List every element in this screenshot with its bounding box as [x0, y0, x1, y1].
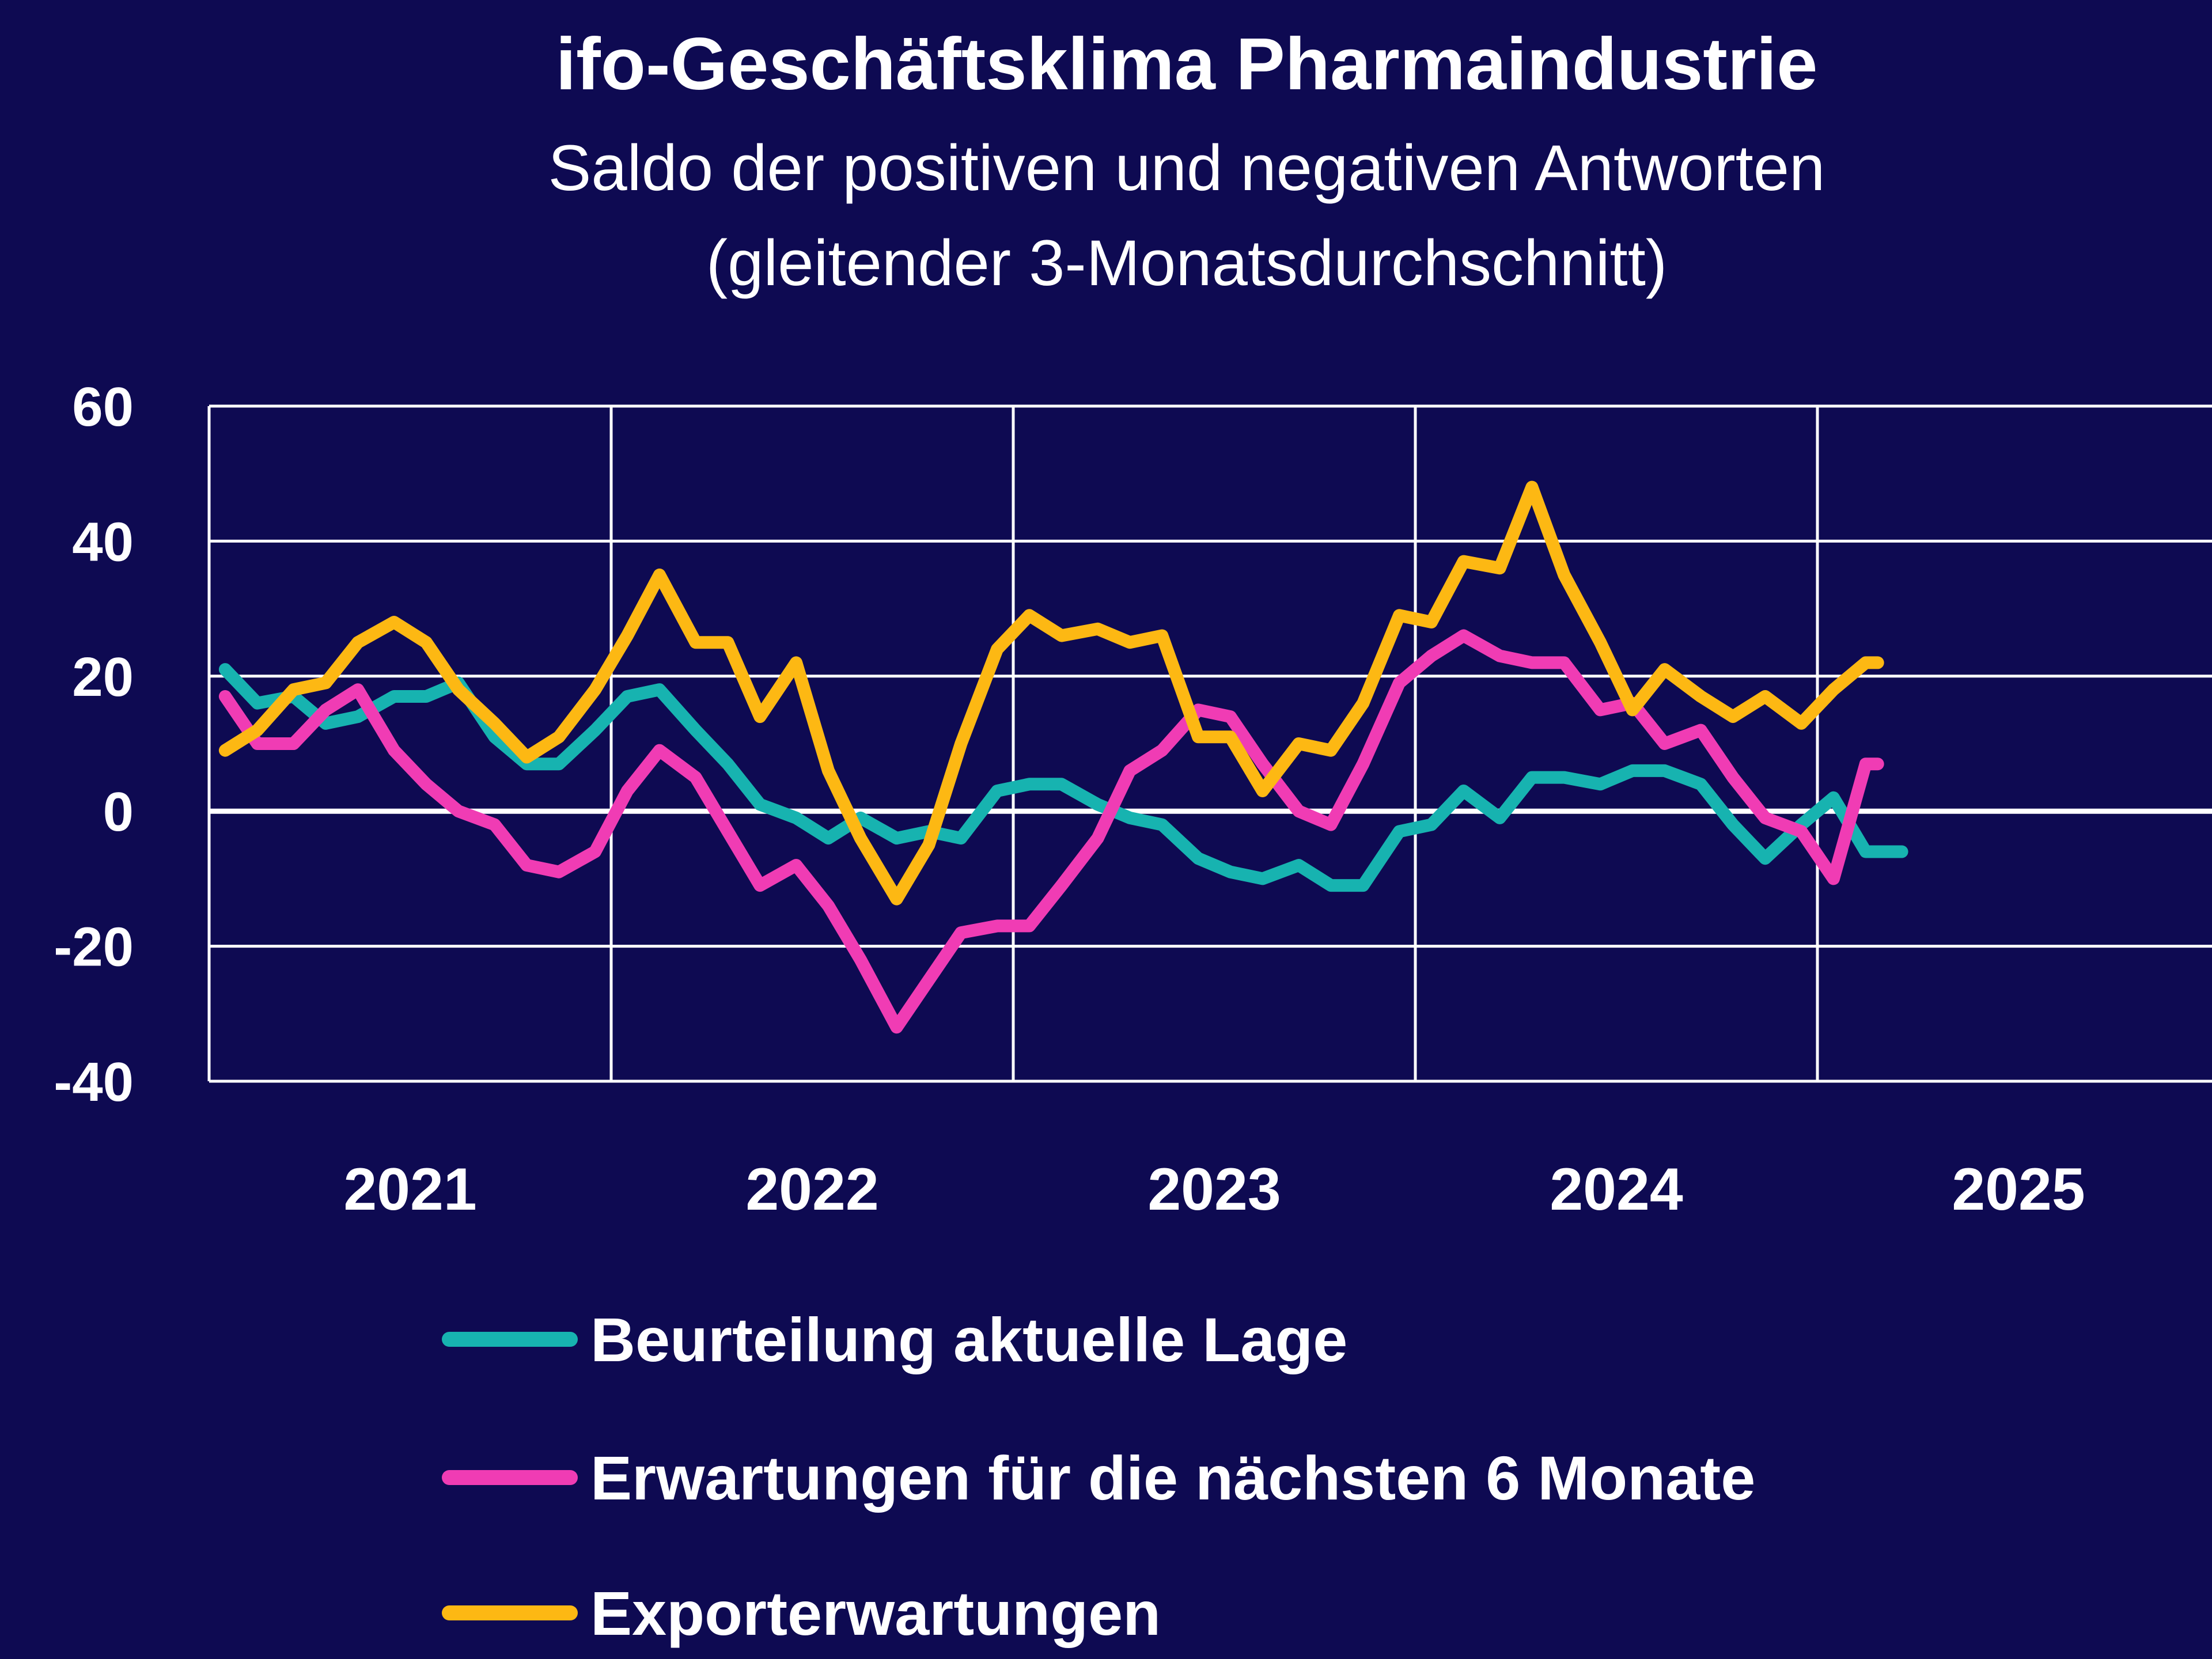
- y-tick-label: 20: [72, 646, 134, 708]
- x-tick-label: 2025: [1952, 1156, 2085, 1223]
- x-tick-label: 2021: [343, 1156, 476, 1223]
- grid: [207, 404, 2212, 1083]
- series-line-2: [218, 629, 1884, 1034]
- legend-label-2: Erwartungen für die nächsten 6 Monate: [590, 1443, 1755, 1513]
- y-axis-ticks: 60 40 20 0 -20 -40: [54, 376, 134, 1113]
- x-tick-label: 2023: [1147, 1156, 1281, 1223]
- legend-label-3: Exporterwartungen: [590, 1578, 1161, 1648]
- x-tick-label: 2022: [745, 1156, 878, 1223]
- legend-label-1: Beurteilung aktuelle Lage: [590, 1305, 1347, 1374]
- series-lines: [218, 480, 1908, 1034]
- series-line-3: [218, 480, 1884, 906]
- chart-subtitle-line-1: Saldo der positiven und negativen Antwor…: [548, 132, 1825, 204]
- y-tick-label: -20: [54, 916, 134, 978]
- legend: Beurteilung aktuelle Lage Erwartungen für…: [442, 1305, 1755, 1648]
- y-tick-label: 60: [72, 376, 134, 438]
- series-line-1: [218, 663, 1908, 892]
- y-tick-label: -40: [54, 1051, 134, 1113]
- x-axis-ticks: 2021 2022 2023 2024 2025: [343, 1156, 2085, 1223]
- x-tick-label: 2024: [1550, 1156, 1683, 1223]
- y-tick-label: 0: [103, 781, 134, 843]
- chart-title: ifo-Geschäftsklima Pharmaindustrie: [556, 23, 1818, 105]
- y-tick-label: 40: [72, 511, 134, 573]
- chart-subtitle-line-2: (gleitender 3-Monatsdurchschnitt): [706, 227, 1667, 299]
